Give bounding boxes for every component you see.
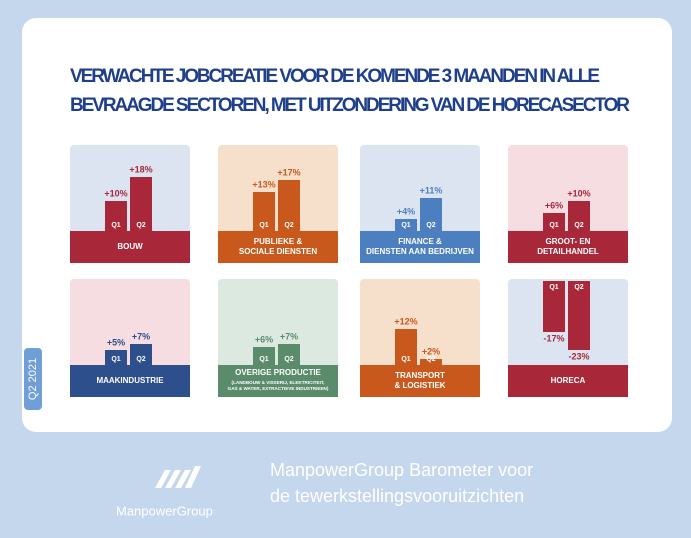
category-label: Q1 (401, 356, 410, 363)
value-label: +18% (129, 164, 152, 174)
card-title: FINANCE & (398, 237, 442, 246)
footer-text: de tewerkstellingsvooruitzichten (270, 486, 524, 506)
value-label: +7% (132, 331, 150, 341)
card-subtitle: (LANDBOUW & VISSERIJ, ELEKTRICITEIT, (232, 380, 325, 385)
value-label: +6% (545, 200, 563, 210)
bar (568, 281, 590, 350)
category-label: Q1 (549, 222, 558, 229)
title-line: VERWACHTE JOBCREATIE VOOR DE KOMENDE 3 M… (70, 66, 600, 87)
infographic: Q2 2021 VERWACHTE JOBCREATIE VOOR DE KOM… (0, 0, 691, 538)
category-label: Q2 (426, 222, 435, 229)
footer-text: ManpowerGroup Barometer voor (270, 460, 533, 480)
category-label: Q1 (401, 222, 410, 229)
side-label: Q2 2021 (27, 358, 39, 400)
value-label: +6% (255, 334, 273, 344)
title-line: BEVRAAGDE SECTOREN, MET UITZONDERING VAN… (70, 95, 630, 116)
category-label: Q2 (426, 356, 435, 363)
card-title: GROOT- EN (546, 237, 591, 246)
category-label: Q1 (549, 284, 558, 291)
category-label: Q2 (136, 356, 145, 363)
card-title: DETAILHANDEL (537, 247, 599, 256)
card-title: TRANSPORT (395, 371, 445, 380)
card-subtitle: GAS & WATER, EXTRACTIEVE INDUSTRIEEN) (228, 386, 329, 391)
category-label: Q1 (259, 222, 268, 229)
card-title: BOUW (117, 242, 143, 251)
brand: ManpowerGroup (116, 503, 213, 518)
category-label: Q2 (284, 356, 293, 363)
value-label: +11% (420, 185, 443, 195)
card-title: SOCIALE DIENSTEN (239, 247, 317, 256)
category-label: Q2 (136, 222, 145, 229)
card-title: OVERIGE PRODUCTIE (235, 368, 321, 377)
category-label: Q1 (259, 356, 268, 363)
value-label: +4% (397, 206, 415, 216)
value-label: -23% (568, 351, 589, 361)
category-label: Q2 (574, 284, 583, 291)
value-label: +7% (280, 331, 298, 341)
card-title: MAAKINDUSTRIE (96, 376, 164, 385)
category-label: Q1 (111, 356, 120, 363)
value-label: -17% (543, 333, 564, 343)
value-label: +13% (252, 179, 275, 189)
value-label: +10% (567, 188, 590, 198)
value-label: +2% (422, 346, 440, 356)
category-label: Q2 (284, 222, 293, 229)
category-label: Q2 (574, 222, 583, 229)
card-title: DIENSTEN AAN BEDRIJVEN (366, 247, 474, 256)
value-label: +12% (394, 316, 417, 326)
value-label: +17% (277, 167, 300, 177)
card-title: & LOGISTIEK (394, 381, 445, 390)
category-label: Q1 (111, 222, 120, 229)
card-title: PUBLIEKE & (254, 237, 303, 246)
value-label: +10% (104, 188, 127, 198)
value-label: +5% (107, 337, 125, 347)
card-title: HORECA (551, 376, 586, 385)
